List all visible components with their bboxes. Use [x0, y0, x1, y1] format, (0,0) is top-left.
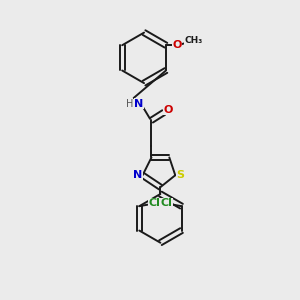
- Text: CH₃: CH₃: [184, 36, 203, 45]
- Text: N: N: [134, 99, 144, 109]
- Text: Cl: Cl: [161, 198, 172, 208]
- Text: O: O: [172, 40, 182, 50]
- Text: O: O: [163, 105, 172, 115]
- Text: Cl: Cl: [148, 198, 160, 208]
- Text: N: N: [133, 170, 142, 180]
- Text: H: H: [125, 99, 133, 109]
- Text: S: S: [177, 170, 184, 180]
